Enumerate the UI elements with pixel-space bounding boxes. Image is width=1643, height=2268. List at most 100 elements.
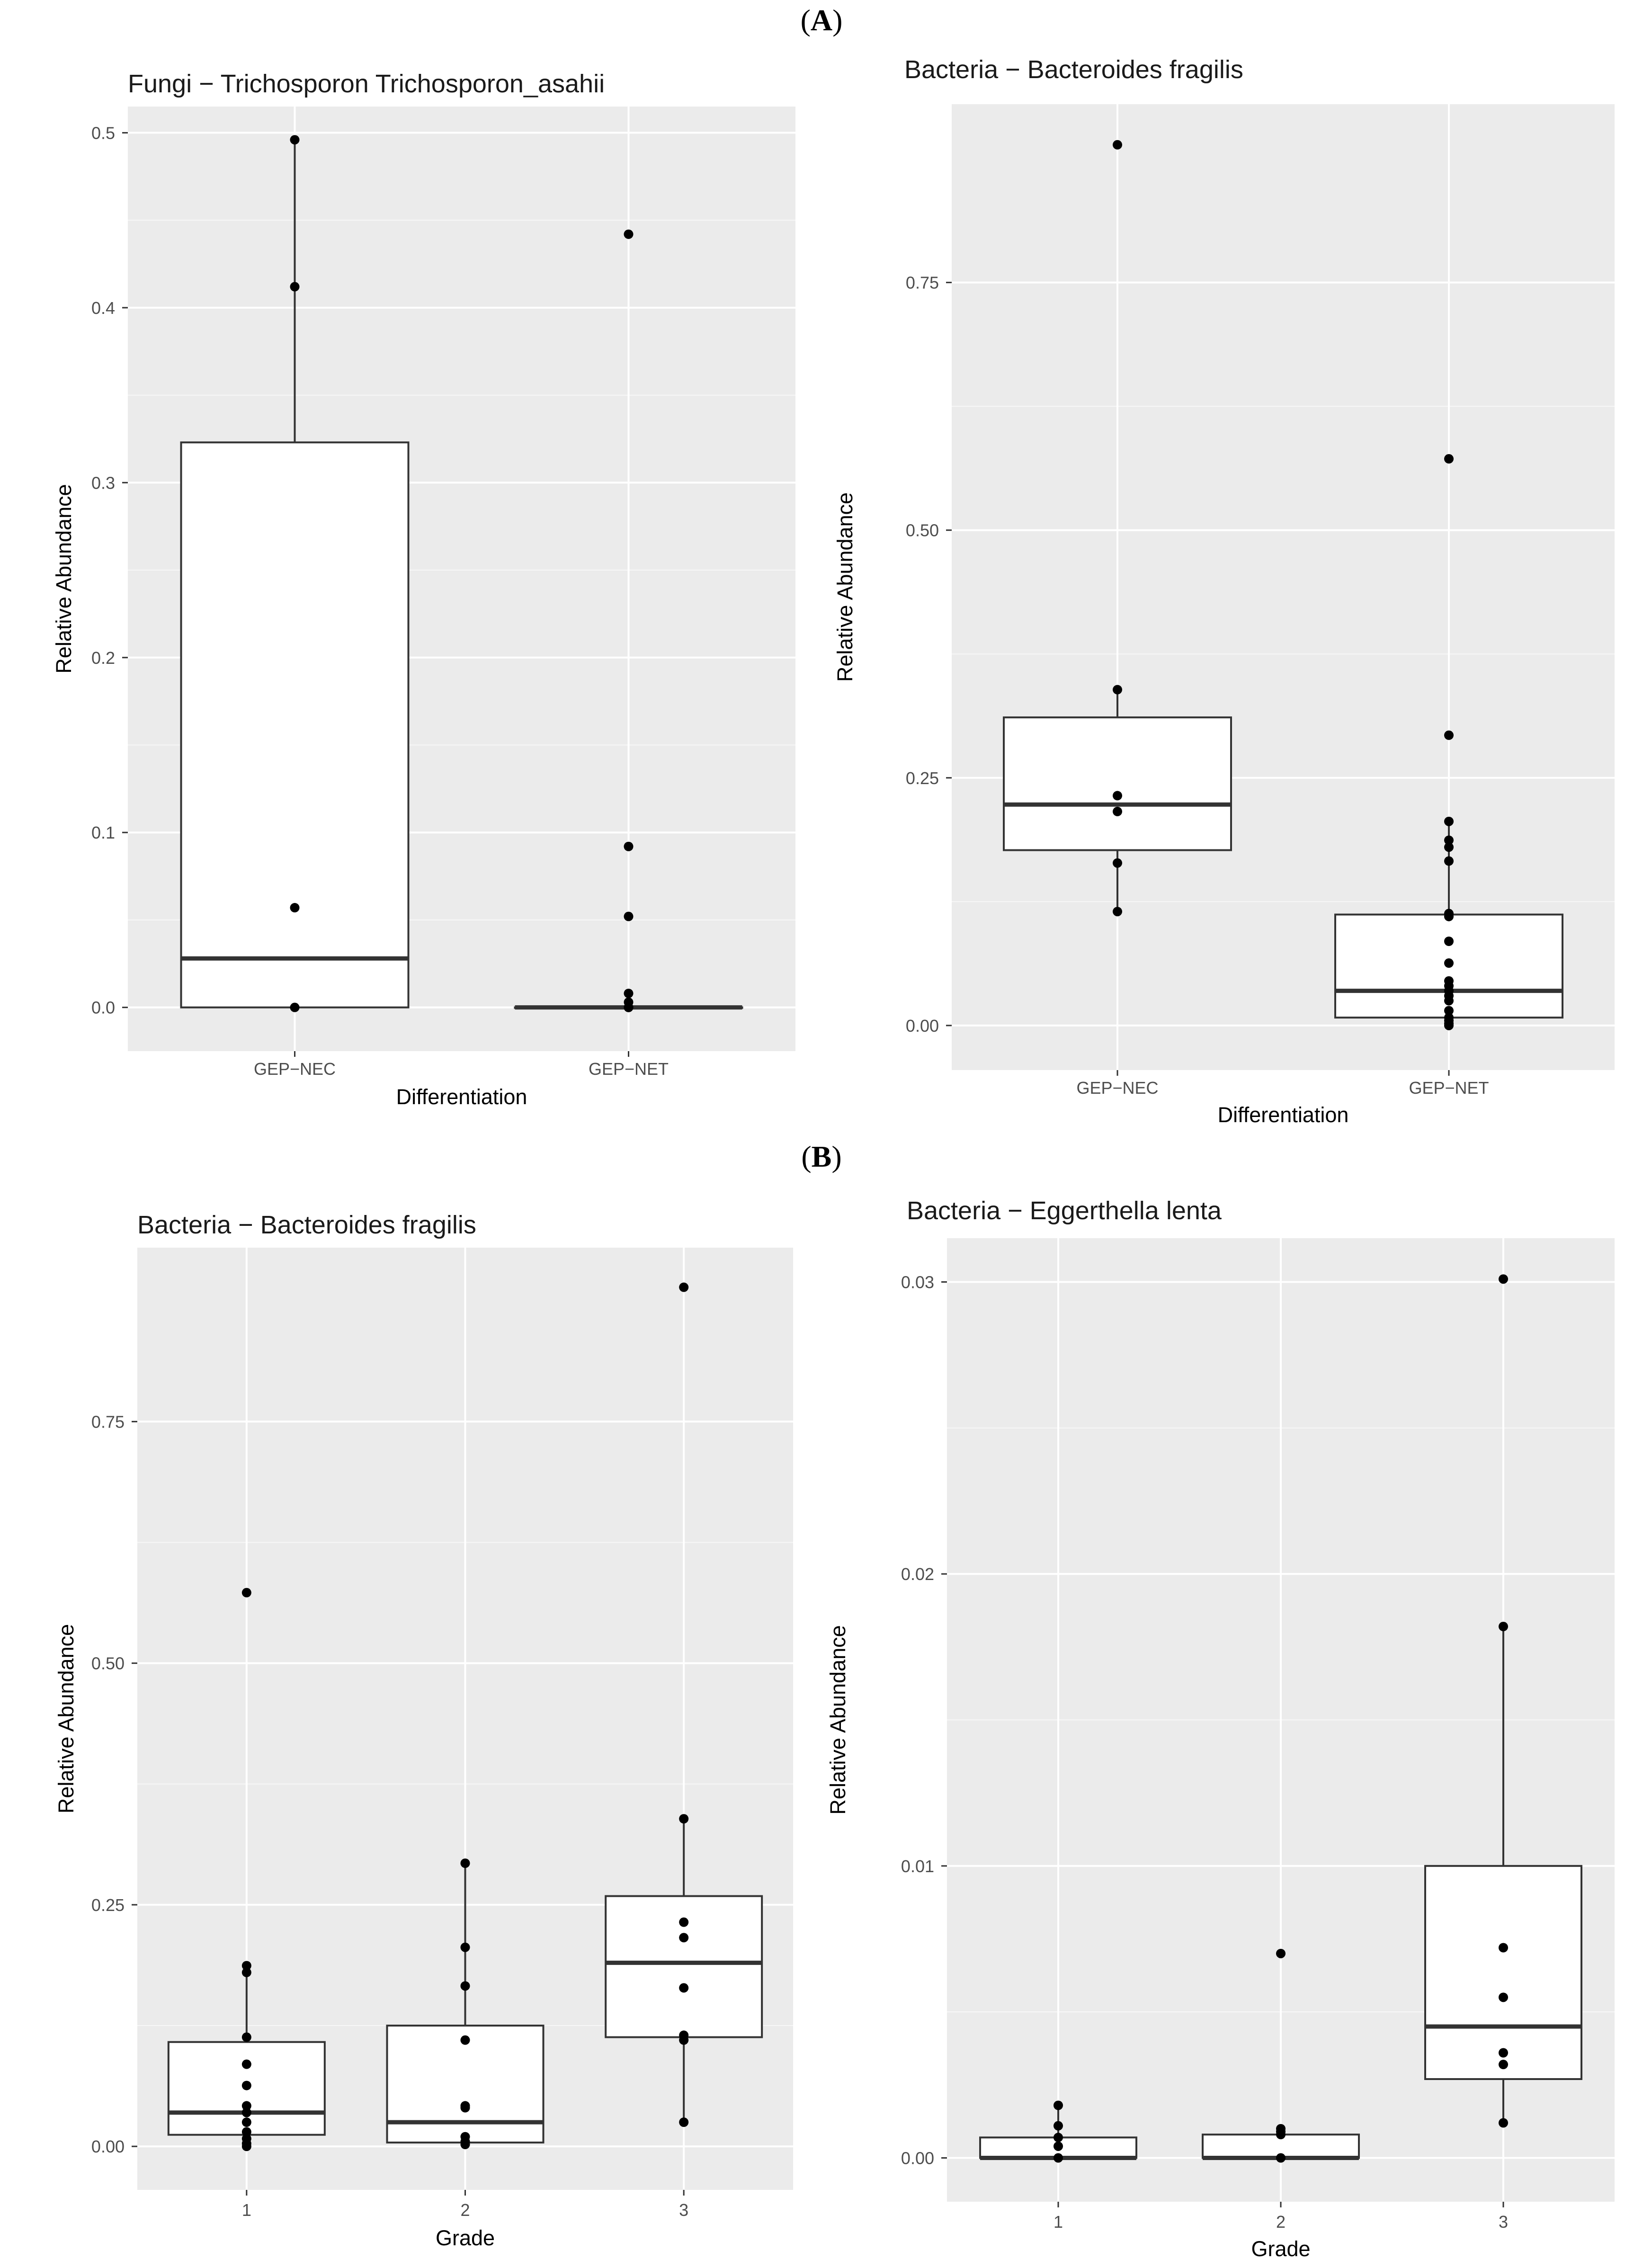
data-point xyxy=(460,1942,470,1952)
data-point xyxy=(679,1983,689,1993)
data-point xyxy=(241,2142,251,2152)
data-point xyxy=(1499,1943,1508,1953)
y-tick-label: 0.00 xyxy=(906,1016,939,1036)
data-point xyxy=(1113,685,1122,695)
y-axis-label: Relative Abundance xyxy=(826,1625,850,1814)
x-tick-label: GEP−NET xyxy=(589,1059,669,1079)
x-tick-label: 3 xyxy=(679,2200,688,2220)
data-point xyxy=(1499,2118,1508,2128)
data-point xyxy=(460,2103,470,2113)
y-tick-label: 0.1 xyxy=(91,823,115,842)
y-tick-label: 0.01 xyxy=(901,1857,934,1876)
y-axis-label: Relative Abundance xyxy=(833,492,857,682)
data-point xyxy=(290,282,300,292)
data-point xyxy=(460,1981,470,1991)
data-point xyxy=(1444,911,1454,921)
section-label-a: (A) xyxy=(800,3,843,37)
data-point xyxy=(241,2080,251,2090)
x-axis-label: Differentiation xyxy=(1218,1103,1349,1127)
data-point xyxy=(1113,907,1122,917)
data-point xyxy=(241,2127,251,2137)
data-point xyxy=(241,2059,251,2069)
data-point xyxy=(1499,1622,1508,1632)
data-point xyxy=(241,2107,251,2117)
data-point xyxy=(1444,730,1454,740)
y-axis-label: Relative Abundance xyxy=(52,484,76,673)
data-point xyxy=(290,903,300,913)
data-point xyxy=(624,841,634,851)
data-point xyxy=(241,1967,251,1977)
data-point xyxy=(1444,856,1454,866)
data-point xyxy=(1113,858,1122,868)
chart-panel-a-right: 0.00 0.25 0.50 0.75 GEP−NEC GEP−NET Bacteria −… xyxy=(833,55,1615,1127)
y-tick-label: 0.2 xyxy=(91,648,115,668)
data-point xyxy=(290,135,300,145)
data-point xyxy=(1444,937,1454,946)
x-tick-label: 2 xyxy=(1276,2212,1286,2232)
data-point xyxy=(1054,2133,1063,2143)
y-axis-label: Relative Abundance xyxy=(54,1624,78,1813)
y-tick-label: 0.02 xyxy=(901,1564,934,1584)
data-point xyxy=(1276,2130,1286,2140)
chart-title: Bacteria − Eggerthella lenta xyxy=(907,1197,1222,1225)
x-tick-label: 2 xyxy=(460,2200,470,2220)
data-point xyxy=(241,1588,251,1598)
y-tick-label: 0.50 xyxy=(906,521,939,540)
y-tick-label: 0.75 xyxy=(91,1412,125,1431)
data-point xyxy=(679,1933,689,1943)
x-tick-label: 3 xyxy=(1499,2212,1508,2232)
data-point xyxy=(1444,958,1454,968)
x-tick-label: 1 xyxy=(242,2200,251,2220)
chart-title: Bacteria − Bacteroides fragilis xyxy=(904,55,1243,84)
y-tick-label: 0.0 xyxy=(91,998,115,1018)
data-point xyxy=(1054,2153,1063,2163)
chart-panel-a-left: 0.0 0.1 0.2 0.3 0.4 0.5 GEP−NEC GEP−NET Fungi − … xyxy=(52,70,795,1109)
box xyxy=(605,1895,763,2038)
box xyxy=(1424,1865,1582,2080)
section-label-b: (B) xyxy=(801,1140,842,1173)
data-point xyxy=(1276,2153,1286,2163)
x-axis-label: Differentiation xyxy=(396,1085,527,1109)
chart-title: Bacteria − Bacteroides fragilis xyxy=(137,1211,476,1239)
data-point xyxy=(1444,996,1454,1006)
chart-title: Fungi − Trichosporon Trichosporon_asahii xyxy=(128,70,605,98)
y-tick-label: 0.75 xyxy=(906,273,939,293)
data-point xyxy=(1054,2121,1063,2131)
y-tick-label: 0.3 xyxy=(91,473,115,492)
plot-background xyxy=(952,104,1615,1070)
data-point xyxy=(1499,1992,1508,2002)
data-point xyxy=(624,989,634,999)
data-point xyxy=(241,2101,251,2111)
data-point xyxy=(241,2032,251,2042)
x-tick-label: 1 xyxy=(1054,2212,1063,2232)
data-point xyxy=(1113,140,1122,150)
x-tick-label: GEP−NEC xyxy=(254,1059,336,1079)
data-point xyxy=(1276,1948,1286,1958)
x-tick-label: GEP−NET xyxy=(1409,1078,1489,1098)
data-point xyxy=(460,1858,470,1868)
y-tick-label: 0.03 xyxy=(901,1273,934,1292)
y-tick-label: 0.00 xyxy=(91,2137,125,2156)
data-point xyxy=(241,1961,251,1971)
data-point xyxy=(1113,791,1122,801)
data-point xyxy=(1444,1020,1454,1030)
data-point xyxy=(1444,816,1454,826)
data-point xyxy=(1054,2141,1063,2151)
data-point xyxy=(679,2035,689,2045)
y-tick-label: 0.00 xyxy=(901,2149,934,2168)
data-point xyxy=(679,1917,689,1927)
data-point xyxy=(1444,835,1454,845)
data-point xyxy=(679,1282,689,1292)
y-tick-label: 0.5 xyxy=(91,123,115,143)
data-point xyxy=(624,1002,634,1012)
data-point xyxy=(679,2117,689,2127)
data-point xyxy=(1499,2048,1508,2058)
data-point xyxy=(460,2140,470,2150)
data-point xyxy=(1444,454,1454,464)
chart-panel-b-left: 0.00 0.25 0.50 0.75 1 2 3 Bacteria − Bacteroide… xyxy=(54,1211,793,2250)
y-tick-label: 0.25 xyxy=(91,1895,125,1915)
box xyxy=(180,441,410,1009)
chart-panel-b-right: 0.00 0.01 0.02 0.03 1 2 3 Bacteria − Eggerthell… xyxy=(826,1197,1615,2261)
y-tick-label: 0.50 xyxy=(91,1654,125,1673)
x-axis-label: Grade xyxy=(436,2226,495,2250)
